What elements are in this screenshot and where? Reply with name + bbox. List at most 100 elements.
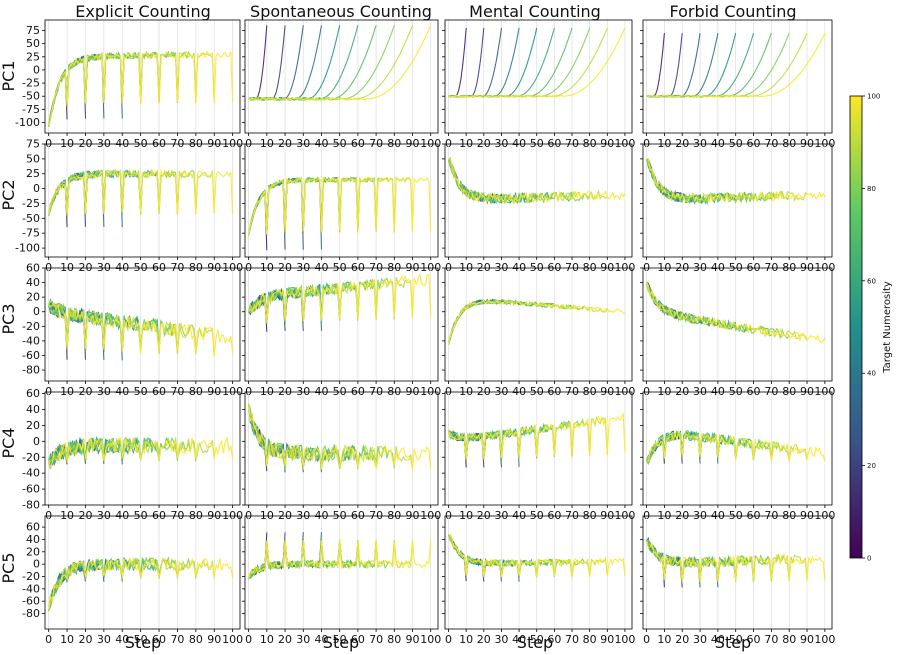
series-line-50 — [447, 298, 537, 345]
x-tick-label: 60 — [747, 385, 761, 398]
x-tick-label: 90 — [600, 261, 614, 274]
x-tick-label: 40 — [314, 385, 328, 398]
x-tick-label: 100 — [420, 261, 441, 274]
y-tick-label: 20 — [26, 545, 40, 558]
series-line-50 — [646, 32, 737, 98]
x-tick-label: 80 — [189, 137, 203, 150]
x-tick-label: 0 — [643, 633, 650, 646]
col-title-2: Mental Counting — [469, 2, 601, 21]
axes-frame — [44, 19, 241, 134]
x-tick-label: 90 — [800, 261, 814, 274]
series-line-70 — [646, 32, 772, 98]
x-tick-label: 20 — [477, 633, 491, 646]
panel-1-0: 0 10 20 30 40 50 60 70 80 90 1007550250-25-50-75-1… — [15, 138, 243, 275]
y-tick-label: -100 — [15, 116, 40, 129]
x-tick-label: 10 — [459, 385, 473, 398]
x-tick-label: 60 — [547, 261, 561, 274]
series-line-100 — [48, 301, 234, 356]
x-tick-label: 50 — [530, 137, 544, 150]
series-line-100 — [448, 533, 626, 578]
x-tick-label: 20 — [675, 261, 689, 274]
x-tick-label: 30 — [97, 261, 111, 274]
x-tick-label: 30 — [494, 261, 508, 274]
series-line-30 — [48, 438, 105, 467]
x-tick-label: 100 — [614, 137, 635, 150]
x-tick-label: 100 — [222, 509, 243, 522]
x-tick-label: 0 — [45, 261, 52, 274]
x-tick-label: 40 — [314, 509, 328, 522]
series-line-100 — [48, 168, 234, 216]
x-tick-label: 50 — [530, 261, 544, 274]
y-tick-label: -25 — [22, 77, 40, 90]
x-tick-label: 10 — [657, 137, 671, 150]
series-group — [48, 556, 234, 612]
series-line-80 — [646, 429, 790, 466]
x-tick-label: 80 — [782, 137, 796, 150]
x-tick-label: 70 — [369, 261, 383, 274]
y-tick-label: -50 — [22, 212, 40, 225]
x-tick-label: 20 — [675, 385, 689, 398]
x-tick-label: 30 — [693, 633, 707, 646]
x-tick-label: 100 — [814, 633, 835, 646]
panel-1-1: 0 10 20 30 40 50 60 70 80 90 100 — [242, 143, 441, 274]
x-tick-label: 0 — [45, 633, 52, 646]
series-line-100 — [248, 175, 432, 236]
series-line-10 — [48, 69, 68, 127]
x-tick-label: 70 — [764, 261, 778, 274]
x-tick-label: 90 — [406, 509, 420, 522]
x-tick-label: 0 — [445, 509, 452, 522]
x-tick-label: 30 — [296, 509, 310, 522]
x-tick-label: 50 — [134, 633, 148, 646]
x-tick-label: 60 — [152, 385, 166, 398]
series-line-100 — [48, 436, 234, 470]
x-tick-label: 20 — [78, 633, 92, 646]
axes-frame — [444, 143, 633, 258]
series-group — [646, 429, 826, 466]
x-tick-label: 20 — [278, 509, 292, 522]
series-line-100 — [646, 281, 826, 343]
x-tick-label: 40 — [115, 633, 129, 646]
series-line-80 — [48, 169, 197, 217]
panel-3-2: 0 10 20 30 40 50 60 70 80 90 100 — [442, 391, 635, 522]
x-tick-label: 80 — [782, 261, 796, 274]
x-tick-label: 90 — [406, 137, 420, 150]
x-tick-label: 0 — [445, 261, 452, 274]
panel-2-3: 0 10 20 30 40 50 60 70 80 90 100 — [640, 267, 835, 398]
x-tick-label: 100 — [814, 137, 835, 150]
panel-0-3: 0 10 20 30 40 50 60 70 80 90 100 — [640, 19, 835, 150]
axes-frame — [44, 515, 241, 630]
x-tick-label: 40 — [512, 509, 526, 522]
series-group — [48, 435, 234, 470]
x-tick-label: 20 — [675, 137, 689, 150]
x-tick-label: 10 — [459, 261, 473, 274]
x-tick-label: 80 — [583, 261, 597, 274]
x-tick-label: 0 — [245, 509, 252, 522]
x-tick-label: 20 — [78, 137, 92, 150]
panel-3-0: 0 10 20 30 40 50 60 70 80 90 1006040200-20-40-60-8… — [22, 387, 243, 522]
x-tick-label: 90 — [406, 261, 420, 274]
x-tick-label: 40 — [314, 137, 328, 150]
series-line-100 — [448, 158, 626, 205]
y-tick-label: 75 — [26, 138, 40, 151]
series-line-30 — [248, 25, 304, 101]
x-tick-label: 100 — [814, 385, 835, 398]
x-tick-label: 10 — [657, 509, 671, 522]
x-tick-label: 30 — [693, 509, 707, 522]
colorbar-tick-label: 80 — [867, 185, 876, 193]
x-tick-label: 40 — [711, 137, 725, 150]
series-line-50 — [448, 27, 538, 98]
x-tick-label: 20 — [675, 509, 689, 522]
x-label-2: Step — [517, 633, 553, 652]
x-tick-label: 60 — [152, 509, 166, 522]
x-tick-label: 80 — [189, 385, 203, 398]
x-tick-label: 50 — [333, 261, 347, 274]
x-tick-label: 80 — [782, 509, 796, 522]
x-tick-label: 80 — [583, 385, 597, 398]
x-tick-label: 70 — [170, 633, 184, 646]
x-tick-label: 30 — [494, 633, 508, 646]
x-tick-label: 90 — [406, 633, 420, 646]
y-tick-label: -60 — [22, 349, 40, 362]
x-tick-label: 0 — [643, 509, 650, 522]
x-tick-label: 40 — [314, 261, 328, 274]
